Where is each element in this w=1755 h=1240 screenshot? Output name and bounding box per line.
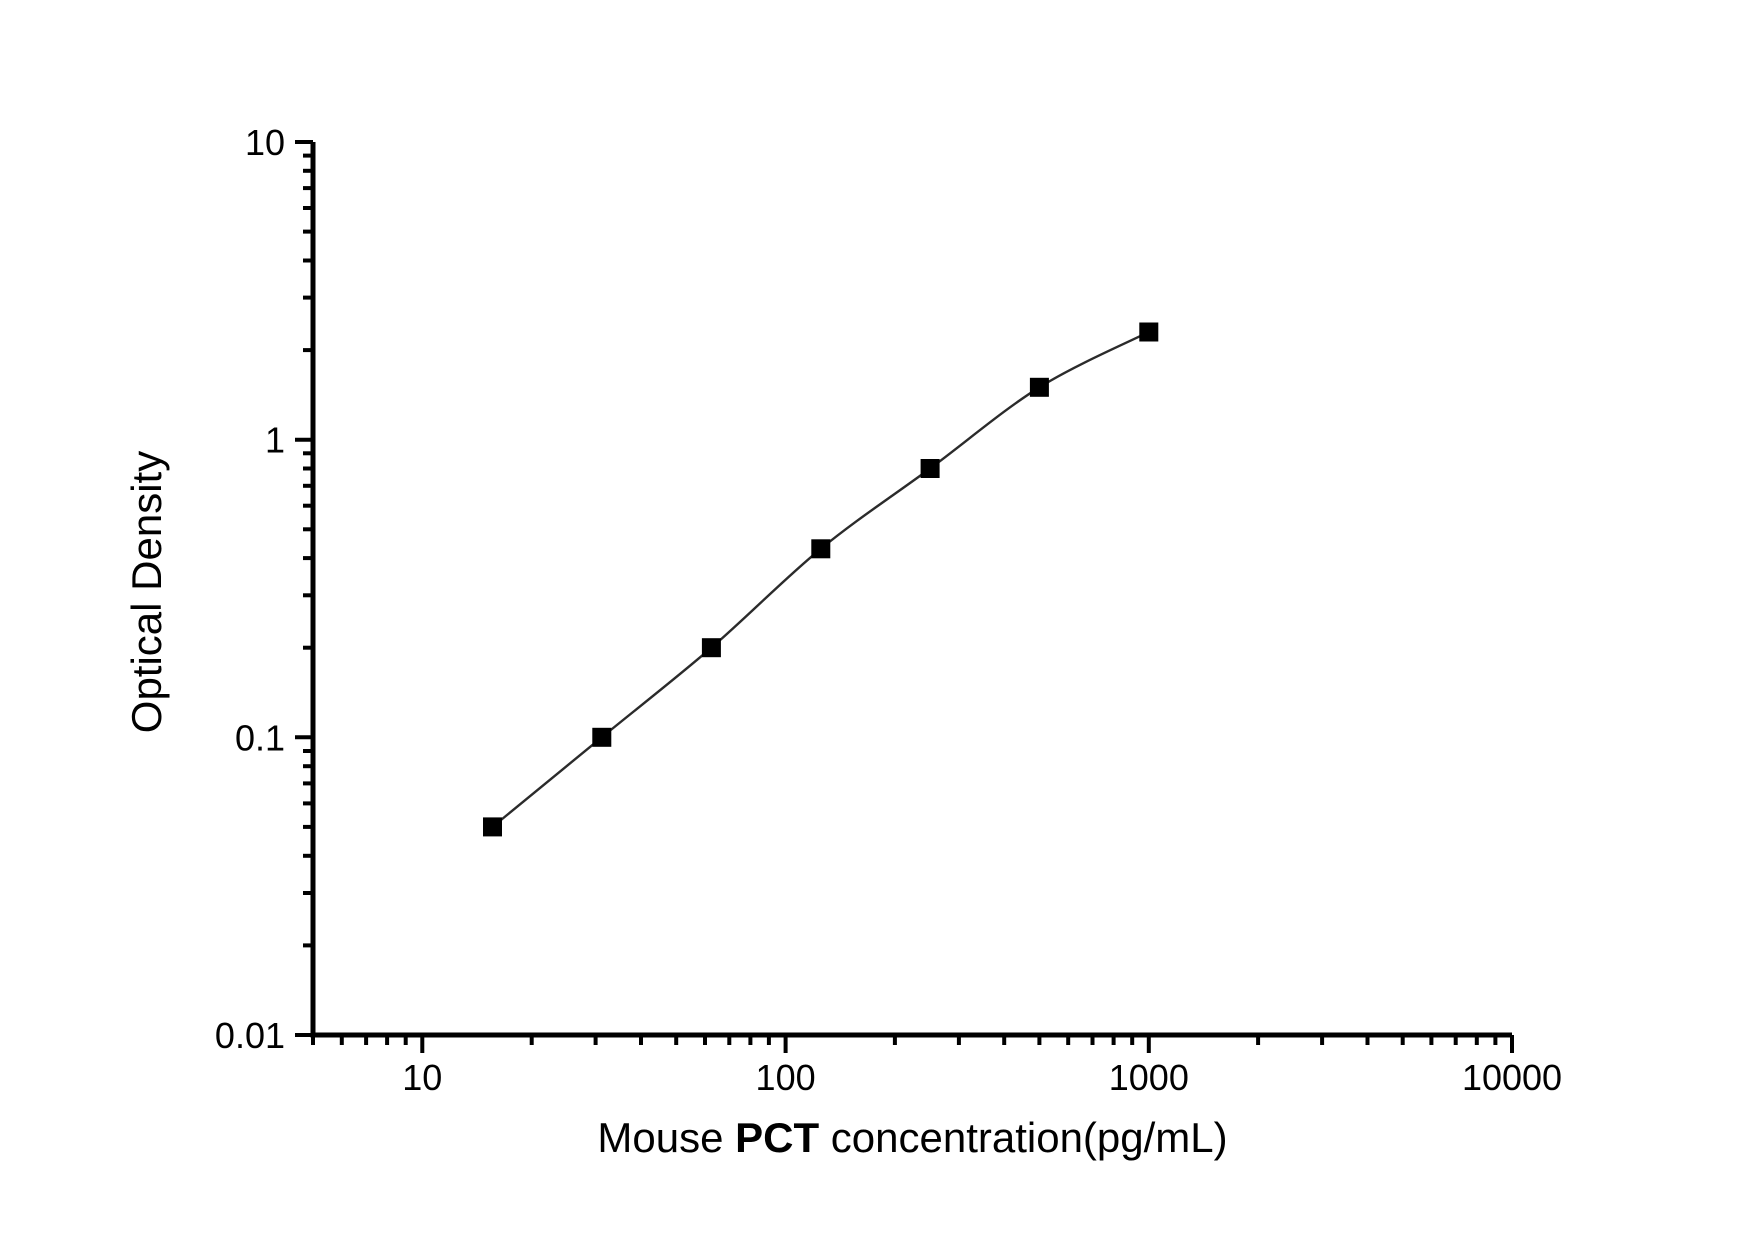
data-point-marker bbox=[592, 727, 612, 747]
data-point-marker bbox=[1029, 377, 1049, 397]
y-axis-tick-label: 1 bbox=[265, 420, 285, 461]
axis-lines bbox=[310, 142, 1512, 1038]
y-axis-title: Optical Density bbox=[123, 450, 170, 734]
x-axis-tick-label: 100 bbox=[756, 1057, 816, 1098]
y-axis-tick-label: 0.1 bbox=[235, 717, 285, 758]
x-axis-title-analyte: PCT bbox=[735, 1114, 820, 1161]
y-axis-tick-label: 10 bbox=[245, 122, 285, 163]
x-axis-tick-label: 10 bbox=[402, 1057, 442, 1098]
data-point-marker bbox=[1139, 322, 1159, 342]
data-point-marker bbox=[483, 817, 502, 837]
x-axis-tick-label: 1000 bbox=[1109, 1057, 1189, 1098]
data-point-marker bbox=[811, 539, 831, 559]
x-axis-title-suffix: concentration(pg/mL) bbox=[819, 1114, 1228, 1161]
y-axis-tick-label: 0.01 bbox=[215, 1015, 285, 1056]
data-point-marker bbox=[920, 459, 940, 478]
standard-curve-line bbox=[491, 330, 1150, 828]
x-axis-title: Mouse PCT concentration(pg/mL) bbox=[313, 1112, 1512, 1164]
data-point-marker bbox=[701, 638, 721, 658]
x-axis-tick-label: 10000 bbox=[1462, 1057, 1562, 1098]
x-axis-title-prefix: Mouse bbox=[597, 1114, 736, 1161]
